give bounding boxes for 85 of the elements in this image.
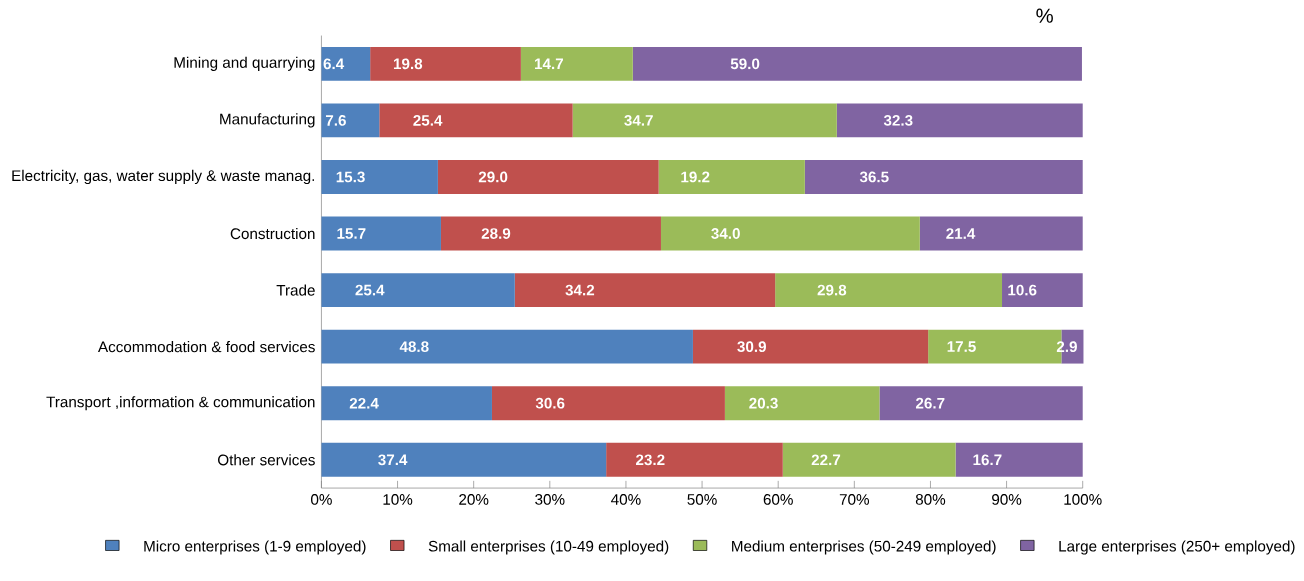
data-label: 34.0 xyxy=(711,228,740,239)
data-label: 25.4 xyxy=(355,284,385,296)
x-tick-label: 60% xyxy=(763,493,793,505)
data-label: 30.6 xyxy=(535,397,565,409)
data-label: 37.4 xyxy=(378,454,408,466)
data-label: 29.0 xyxy=(478,171,508,183)
y-tick-label: Mining and quarrying xyxy=(174,56,315,71)
bar xyxy=(514,273,776,307)
data-label: 32.3 xyxy=(883,114,913,126)
y-tick-label: Electricity, gas, water supply & waste manag. xyxy=(12,169,315,184)
bar xyxy=(491,386,725,421)
y-tick-label: Manufacturing xyxy=(220,113,315,128)
data-label: 19.8 xyxy=(393,58,423,70)
bar xyxy=(437,160,659,194)
data-label: 30.9 xyxy=(737,341,766,352)
data-label: 20.3 xyxy=(749,397,778,409)
data-label: 48.8 xyxy=(399,341,429,353)
data-label: 22.4 xyxy=(349,397,379,409)
data-label: 17.5 xyxy=(947,341,976,352)
data-label: 29.8 xyxy=(817,284,847,296)
bar xyxy=(370,46,521,81)
bar xyxy=(321,103,380,138)
bar xyxy=(379,103,573,138)
data-label: 25.4 xyxy=(413,114,443,126)
bar xyxy=(321,160,438,194)
bar xyxy=(321,329,693,364)
bar xyxy=(660,216,920,251)
bar xyxy=(804,160,1083,194)
x-tick-label: 40% xyxy=(611,493,641,505)
data-label: 19.2 xyxy=(681,171,710,183)
y-tick-label: Transport ,information & communication xyxy=(46,396,315,411)
x-tick-label: 20% xyxy=(459,493,489,505)
bar xyxy=(440,216,661,251)
bar xyxy=(879,386,1083,421)
data-label: 15.3 xyxy=(336,171,365,183)
bar xyxy=(606,442,783,477)
data-label: 21.4 xyxy=(946,228,976,239)
bar xyxy=(321,216,441,251)
data-label: 23.2 xyxy=(636,454,665,466)
bar xyxy=(692,329,929,364)
y-tick-label: Trade xyxy=(276,284,315,296)
legend-label: Medium enterprises (50-249 employed) xyxy=(732,540,996,555)
y-tick-label: Construction xyxy=(230,227,315,240)
bar xyxy=(321,386,492,421)
data-label: 6.4 xyxy=(323,58,345,70)
data-label: 26.7 xyxy=(915,397,945,409)
legend-label: Large enterprises (250+ employed) xyxy=(1059,540,1295,555)
bar xyxy=(955,442,1083,477)
bar xyxy=(321,46,371,81)
data-label: 36.5 xyxy=(859,171,889,183)
x-tick-label: 70% xyxy=(839,493,870,505)
data-label: 34.2 xyxy=(565,284,595,296)
bar xyxy=(1002,273,1083,307)
bar xyxy=(836,103,1083,138)
bar xyxy=(572,103,837,138)
data-label: 59.0 xyxy=(730,58,760,70)
bar xyxy=(520,46,633,81)
bar xyxy=(321,442,607,477)
bar xyxy=(775,273,1003,307)
x-tick-label: 100% xyxy=(1064,493,1102,505)
bar xyxy=(321,273,515,307)
data-label: 7.6 xyxy=(325,114,346,126)
x-tick-label: 80% xyxy=(915,493,946,505)
bar xyxy=(724,386,880,421)
x-tick-label: 10% xyxy=(383,493,413,505)
bar xyxy=(782,442,956,477)
data-label: 14.7 xyxy=(535,58,564,70)
data-label: 16.7 xyxy=(973,454,1002,466)
data-label: 15.7 xyxy=(337,228,366,239)
y-tick-label: Other services xyxy=(218,454,315,466)
data-label: 22.7 xyxy=(811,454,841,466)
x-tick-label: 30% xyxy=(535,493,565,505)
x-tick-label: 90% xyxy=(992,493,1022,505)
legend-label: Small enterprises (10-49 employed) xyxy=(428,540,669,555)
y-tick-label: Accommodation & food services xyxy=(97,341,315,353)
data-label: 10.6 xyxy=(1008,284,1037,296)
x-tick-label: 0% xyxy=(311,493,332,505)
bar xyxy=(632,46,1082,81)
data-label: 34.7 xyxy=(624,114,653,126)
bar xyxy=(919,216,1083,251)
bar xyxy=(658,160,805,194)
data-label: 28.9 xyxy=(481,228,511,239)
x-tick-label: 50% xyxy=(687,493,717,505)
legend-label: Micro enterprises (1-9 employed) xyxy=(144,540,366,555)
text: % xyxy=(1036,8,1053,23)
